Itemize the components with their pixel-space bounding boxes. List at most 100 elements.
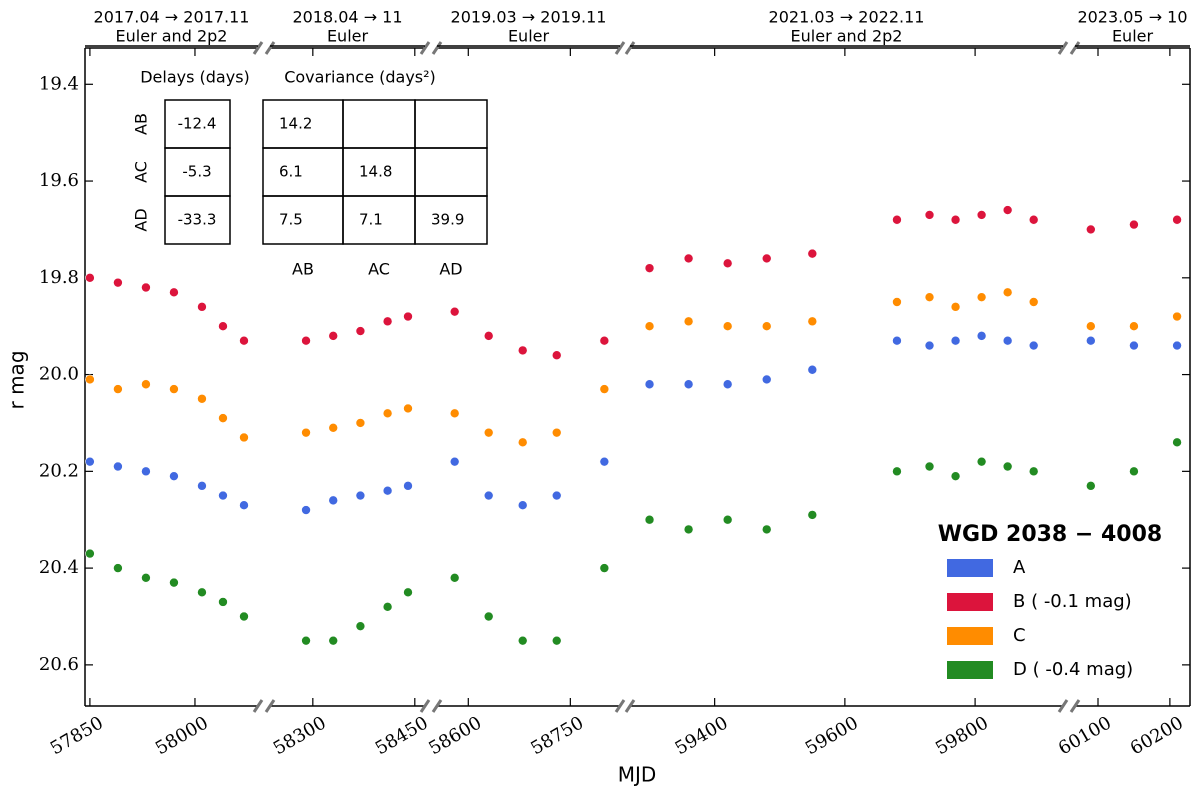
covariance-value: 14.8	[359, 163, 392, 181]
row-label: AC	[132, 161, 151, 183]
delay-value: -5.3	[182, 163, 211, 181]
data-point	[924, 292, 935, 302]
data-point	[382, 485, 393, 496]
panel-instrument: Euler	[327, 27, 369, 46]
covariance-value: 6.1	[279, 163, 303, 181]
panel-period: 2021.03 → 2022.11	[769, 8, 925, 27]
data-point	[169, 287, 179, 298]
axis-break	[431, 699, 443, 713]
data-point	[301, 635, 311, 646]
axis-break	[419, 41, 431, 55]
y-tick-label: 19.6	[39, 170, 79, 191]
data-point	[197, 302, 207, 312]
data-point	[807, 316, 818, 327]
x-tick-label: 58450	[372, 712, 432, 759]
data-point	[113, 461, 123, 472]
covariance-value: 14.2	[279, 115, 312, 133]
data-point	[761, 253, 772, 264]
legend-label: C	[1013, 625, 1026, 646]
axis-break	[614, 41, 626, 55]
data-point	[761, 524, 772, 535]
data-point	[683, 253, 694, 264]
panel-instrument: Euler and 2p2	[116, 27, 228, 46]
data-point	[599, 335, 610, 346]
legend-swatch	[947, 559, 993, 577]
y-axis-label: r mag	[5, 350, 29, 409]
data-point	[517, 437, 528, 448]
data-point	[807, 248, 818, 259]
axis-break	[419, 699, 431, 713]
data-point	[1002, 461, 1013, 472]
data-point	[950, 302, 961, 312]
data-point	[239, 432, 249, 443]
data-point	[892, 297, 902, 307]
data-point	[761, 374, 772, 385]
data-point	[113, 384, 123, 394]
legend-swatch	[947, 627, 993, 645]
delay-value: -12.4	[178, 115, 217, 133]
data-point	[239, 500, 249, 511]
data-point	[218, 413, 228, 423]
data-point	[85, 456, 95, 467]
data-point	[761, 321, 772, 331]
table-cell	[414, 99, 488, 149]
panel-instrument: Euler and 2p2	[791, 27, 903, 46]
x-tick-label: 59800	[932, 712, 992, 759]
data-point	[169, 471, 179, 481]
y-tick-label: 20.0	[39, 364, 79, 385]
data-point	[301, 505, 311, 515]
data-point	[1002, 287, 1013, 298]
legend-title: WGD 2038 − 4008	[938, 522, 1162, 547]
data-point	[1028, 297, 1039, 307]
panel-period: 2023.05 → 10	[1077, 8, 1187, 27]
y-tick-label: 19.4	[39, 73, 79, 94]
data-point	[517, 635, 528, 646]
data-point	[1172, 311, 1182, 322]
data-point	[355, 418, 366, 428]
y-tick-label: 19.8	[39, 267, 79, 288]
data-point	[1129, 340, 1139, 351]
table-cell	[414, 195, 488, 245]
data-point	[239, 611, 249, 622]
data-point	[683, 316, 694, 327]
panel-period: 2017.04 → 2017.11	[94, 8, 250, 27]
data-point	[483, 490, 494, 501]
delays-title: Delays (days)	[140, 68, 250, 87]
data-point	[1129, 321, 1139, 331]
legend-swatch	[947, 593, 993, 611]
data-point	[1002, 205, 1013, 215]
data-point	[1129, 466, 1139, 477]
data-point	[218, 490, 228, 501]
x-tick-label: 60100	[1055, 712, 1115, 759]
covariance-value: 7.5	[279, 211, 303, 229]
table-cell	[262, 195, 344, 245]
data-point	[449, 572, 460, 583]
data-point	[141, 572, 151, 583]
data-point	[328, 495, 339, 506]
data-point	[239, 335, 249, 346]
axis-break	[252, 699, 264, 713]
x-tick-label: 57850	[47, 712, 107, 759]
axis-break	[252, 41, 264, 55]
data-point	[382, 316, 393, 327]
column-label: AB	[292, 260, 314, 279]
data-point	[197, 393, 207, 404]
x-tick-label: 60200	[1127, 712, 1187, 759]
data-point	[449, 456, 460, 467]
data-point	[924, 461, 935, 472]
data-point	[403, 587, 413, 598]
data-point	[644, 514, 655, 525]
data-point	[924, 340, 935, 351]
data-point	[551, 350, 562, 361]
data-point	[950, 335, 961, 346]
data-point	[1086, 224, 1096, 235]
axis-break	[1069, 699, 1081, 713]
data-point	[644, 263, 655, 273]
data-point	[1028, 340, 1039, 351]
legend-label: A	[1013, 557, 1026, 578]
data-point	[644, 321, 655, 331]
data-point	[328, 331, 339, 341]
x-tick-label: 59600	[802, 712, 862, 759]
data-point	[722, 379, 733, 390]
